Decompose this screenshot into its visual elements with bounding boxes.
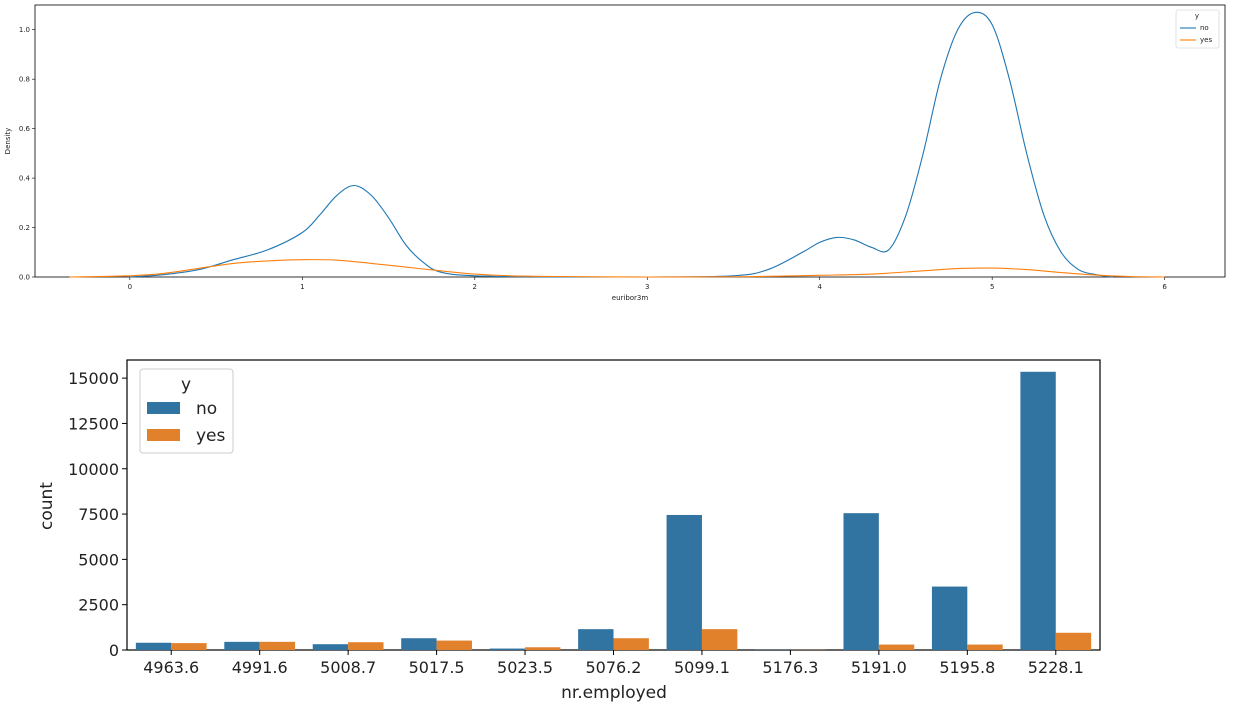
density-plot-area — [34, 4, 1226, 278]
count-xtick-label: 5176.3 — [762, 658, 818, 677]
bar-no — [489, 648, 526, 650]
bar-yes — [613, 638, 649, 650]
bar-no — [135, 642, 172, 650]
density-chart: 0 1 2 3 4 5 6 0.0 0.2 0.4 0.6 0.8 1.0 euribor3m Den… — [4, 4, 1226, 302]
bar-yes — [171, 643, 207, 650]
count-xtick-label: 5017.5 — [409, 658, 465, 677]
bar-no — [578, 629, 614, 650]
bar-yes — [348, 642, 384, 650]
density-ytick-label: 1.0 — [19, 26, 30, 34]
count-legend-no-label: no — [196, 399, 217, 419]
bar-no — [1020, 371, 1056, 650]
density-legend-title: y — [1195, 12, 1199, 20]
count-ytick-label: 2500 — [78, 596, 119, 615]
count-xtick-label: 4991.6 — [232, 658, 288, 677]
count-xtick-label: 5099.1 — [674, 658, 730, 677]
density-xtick-label: 3 — [645, 283, 649, 291]
bar-no — [401, 638, 437, 650]
bar-yes — [525, 647, 561, 650]
density-xtick-label: 2 — [473, 283, 477, 291]
bar-no — [666, 514, 702, 650]
density-ytick-label: 0.0 — [19, 274, 30, 282]
count-legend-no-swatch — [147, 402, 180, 414]
density-line-yes — [69, 259, 1165, 278]
density-ylabel: Density — [4, 128, 12, 155]
density-legend-yes-label: yes — [1200, 36, 1212, 44]
bar-no — [224, 641, 260, 650]
count-ytick-label: 10000 — [68, 460, 119, 479]
bar-no — [312, 644, 349, 650]
count-xtick-label: 5195.8 — [939, 658, 995, 677]
bar-no — [843, 513, 879, 650]
density-xtick-label: 0 — [128, 283, 132, 291]
count-legend-title: y — [181, 375, 191, 395]
count-xtick-label: 4963.6 — [143, 658, 199, 677]
count-legend-yes-label: yes — [196, 426, 226, 446]
count-legend-yes-swatch — [147, 429, 180, 441]
count-xlabel: nr.employed — [561, 683, 667, 703]
density-xtick-label: 1 — [300, 283, 304, 291]
count-xtick-label: 5228.1 — [1028, 658, 1084, 677]
count-ylabel: count — [37, 482, 57, 530]
count-xtick-label: 5191.0 — [851, 658, 907, 677]
count-legend: y no yes — [139, 368, 234, 454]
bar-no — [931, 586, 968, 650]
density-legend-box — [1175, 9, 1220, 49]
bar-yes — [1055, 632, 1092, 650]
count-ytick-label: 15000 — [68, 369, 119, 388]
density-ytick-label: 0.6 — [19, 125, 31, 133]
count-ytick-label: 12500 — [68, 414, 119, 433]
density-legend-no-label: no — [1200, 24, 1209, 32]
bar-yes — [701, 629, 738, 650]
density-ytick-label: 0.4 — [19, 175, 31, 183]
bar-yes — [436, 640, 472, 650]
count-xtick-label: 5008.7 — [320, 658, 376, 677]
bar-yes — [878, 644, 915, 650]
density-line-no — [129, 11, 1113, 278]
density-xtick-label: 5 — [990, 283, 994, 291]
count-ytick-label: 5000 — [78, 550, 119, 569]
count-xtick-label: 5076.2 — [586, 658, 642, 677]
density-xlabel: euribor3m — [612, 294, 649, 302]
count-ytick-label: 0 — [109, 641, 119, 660]
count-xtick-label: 5023.5 — [497, 658, 553, 677]
bar-yes — [259, 641, 296, 650]
bar-yes — [967, 644, 1003, 650]
density-xtick-label: 4 — [817, 283, 822, 291]
density-legend: y no yes — [1175, 9, 1220, 49]
count-ytick-label: 7500 — [78, 505, 119, 524]
density-ytick-label: 0.8 — [19, 76, 30, 84]
density-xtick-label: 6 — [1162, 283, 1167, 291]
density-ytick-label: 0.2 — [19, 224, 30, 232]
